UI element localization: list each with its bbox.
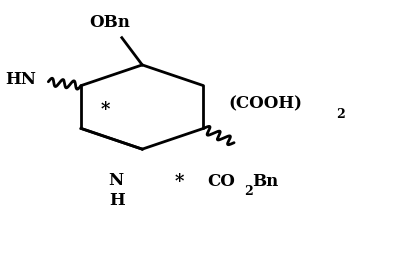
Text: 2: 2 [336,108,345,121]
Text: N: N [108,172,123,189]
Text: HN: HN [5,71,36,88]
Text: OBn: OBn [89,14,130,31]
Text: *: * [174,173,184,190]
Text: CO: CO [208,173,236,190]
Text: *: * [101,101,110,119]
Text: Bn: Bn [252,173,279,190]
Text: (COOH): (COOH) [228,95,302,112]
Text: H: H [109,193,125,210]
Text: 2: 2 [244,185,253,198]
